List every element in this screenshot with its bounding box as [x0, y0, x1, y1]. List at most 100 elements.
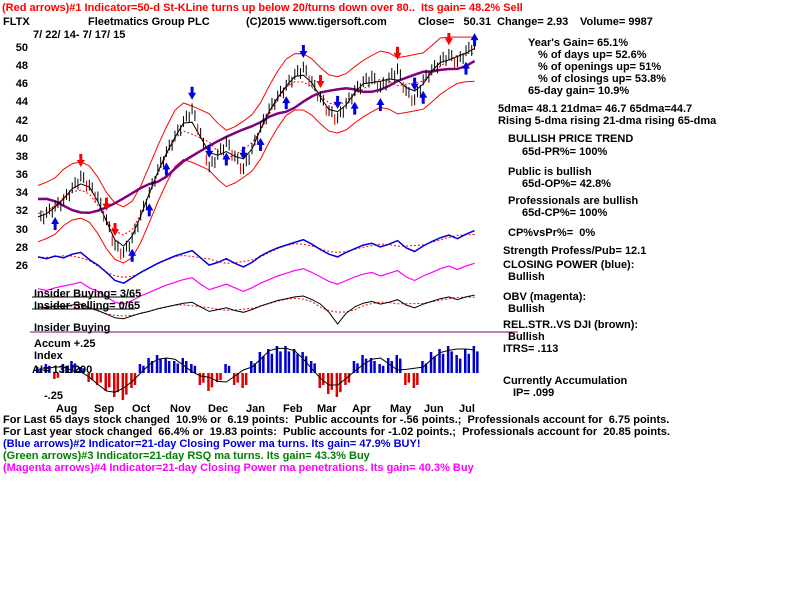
month-label: Nov — [170, 403, 191, 415]
accum-histogram-bar — [458, 358, 462, 373]
stats-line: Public is bullish — [508, 166, 592, 178]
change-value: Change= 2.93 — [497, 16, 569, 28]
accum-histogram-bar — [279, 351, 282, 373]
accum-histogram-bar — [361, 355, 364, 373]
price-tick-label: 36 — [15, 169, 28, 182]
accum-section-title: Insider Buying — [34, 322, 111, 334]
price-tick-label: 44 — [15, 96, 28, 109]
accum-histogram-bar — [159, 358, 162, 373]
footer-line: (Blue arrows)#2 Indicator=21-day Closing… — [3, 438, 421, 450]
price-tick-label: 40 — [15, 132, 28, 145]
stats-line: Professionals are bullish — [508, 195, 639, 207]
month-label: May — [390, 403, 412, 415]
accum-histogram-bar — [176, 363, 179, 373]
accum-histogram-bar — [267, 349, 270, 373]
footer-line: For Last 65 days stock changed 10.9% or … — [3, 414, 670, 426]
footer-line: (Magenta arrows)#4 Indicator=21-day Clos… — [3, 462, 474, 474]
lower-band-line — [37, 80, 475, 264]
insider-buying-label: Insider Buying= 3/65 — [34, 288, 142, 300]
stats-line: Bullish — [508, 303, 545, 315]
accum-histogram-bar — [87, 373, 90, 382]
stats-line: Strength Profess/Pub= 12.1 — [503, 245, 647, 257]
accum-histogram-bar — [387, 358, 390, 373]
down-arrow — [333, 95, 342, 109]
accum-histogram-bar — [125, 373, 128, 395]
month-label: Sep — [94, 403, 115, 415]
accum-histogram-bar — [404, 373, 407, 385]
month-label: Mar — [317, 403, 337, 415]
accum-histogram-bar — [232, 373, 236, 385]
accum-histogram-bar — [150, 361, 154, 373]
ai-smoothed-line — [37, 347, 475, 393]
stats-line: Year's Gain= 65.1% — [528, 37, 629, 49]
price-tick-label: 42 — [15, 114, 28, 127]
accum-histogram-bar — [450, 351, 453, 373]
accum-histogram-bar — [446, 346, 450, 373]
accum-histogram-bar — [142, 365, 145, 373]
up-arrow — [462, 61, 470, 75]
price-tick-label: 32 — [15, 205, 28, 218]
accum-histogram-bar — [433, 356, 436, 373]
accum-histogram-bar — [193, 365, 197, 373]
date-range: 7/ 22/ 14- 7/ 17/ 15 — [33, 29, 126, 41]
ticker-symbol: FLTX — [3, 16, 30, 28]
accum-histogram-bar — [438, 349, 441, 373]
stats-line: Rising 5-dma rising 21-dma rising 65-dma — [498, 115, 717, 127]
accum-histogram-bar — [241, 373, 244, 388]
accum-histogram-bar — [61, 364, 65, 373]
accum-histogram-bar — [73, 363, 77, 373]
stock-chart — [30, 33, 518, 400]
price-tick-label: 46 — [15, 78, 28, 91]
down-arrow — [111, 223, 120, 237]
volume-value: Volume= 9987 — [580, 16, 653, 28]
accum-histogram-bar — [104, 373, 107, 391]
accum-histogram-bar — [464, 349, 467, 373]
price-tick-label: 48 — [15, 60, 28, 73]
accum-histogram-bar — [181, 358, 184, 373]
accum-histogram-bar — [99, 373, 102, 383]
stats-line: % of days up= 52.6% — [538, 49, 647, 61]
up-arrow — [350, 101, 359, 115]
accum-histogram-bar — [327, 373, 330, 394]
price-tick-label: 28 — [15, 241, 28, 254]
accum-histogram-bar — [429, 352, 433, 373]
accum-histogram-bar — [424, 363, 428, 373]
down-arrow — [76, 153, 85, 167]
accum-histogram-bar — [108, 373, 111, 388]
accum-histogram-bar — [292, 349, 296, 373]
month-label: Jan — [246, 403, 265, 415]
down-arrow — [205, 144, 214, 158]
accum-histogram-bar — [173, 361, 176, 373]
accum-histogram-bar — [330, 373, 333, 390]
price-tick-label: 26 — [15, 259, 28, 272]
accum-histogram-bar — [53, 373, 56, 379]
accum-histogram-bar — [207, 373, 210, 391]
accum-histogram-bar — [90, 373, 94, 381]
accum-histogram-bar — [399, 358, 402, 373]
down-arrow — [393, 46, 402, 60]
down-arrow — [239, 146, 248, 160]
stats-line: 5dma= 48.1 21dma= 46.7 65dma=44.7 — [498, 103, 693, 115]
down-arrow — [316, 74, 325, 88]
ai-value-label: AI= 131/200 — [32, 364, 93, 376]
insider-selling-label: Insider Selling= 0/65 — [34, 300, 141, 312]
accum-histogram-bar — [347, 373, 351, 383]
accum-histogram-bar — [352, 361, 356, 373]
rel-strength-line — [37, 294, 475, 325]
month-label: Feb — [283, 403, 303, 415]
month-label: Jul — [459, 403, 475, 415]
accum-histogram-bar — [270, 353, 274, 373]
accum-histogram-bar — [167, 361, 171, 373]
obv-line — [37, 262, 475, 305]
accum-histogram-bar — [412, 373, 416, 388]
stats-line: % of closings up= 53.8% — [538, 73, 667, 85]
accum-histogram-bar — [262, 356, 265, 373]
accum-histogram-bar — [48, 365, 51, 373]
accum-histogram-bar — [95, 373, 99, 385]
down-arrow — [188, 86, 197, 100]
accum-histogram-bar — [373, 361, 376, 373]
up-arrow — [376, 97, 385, 111]
stats-line: Currently Accumulation — [503, 375, 628, 387]
accum-histogram-bar — [441, 353, 445, 373]
accum-histogram-bar — [476, 351, 479, 373]
